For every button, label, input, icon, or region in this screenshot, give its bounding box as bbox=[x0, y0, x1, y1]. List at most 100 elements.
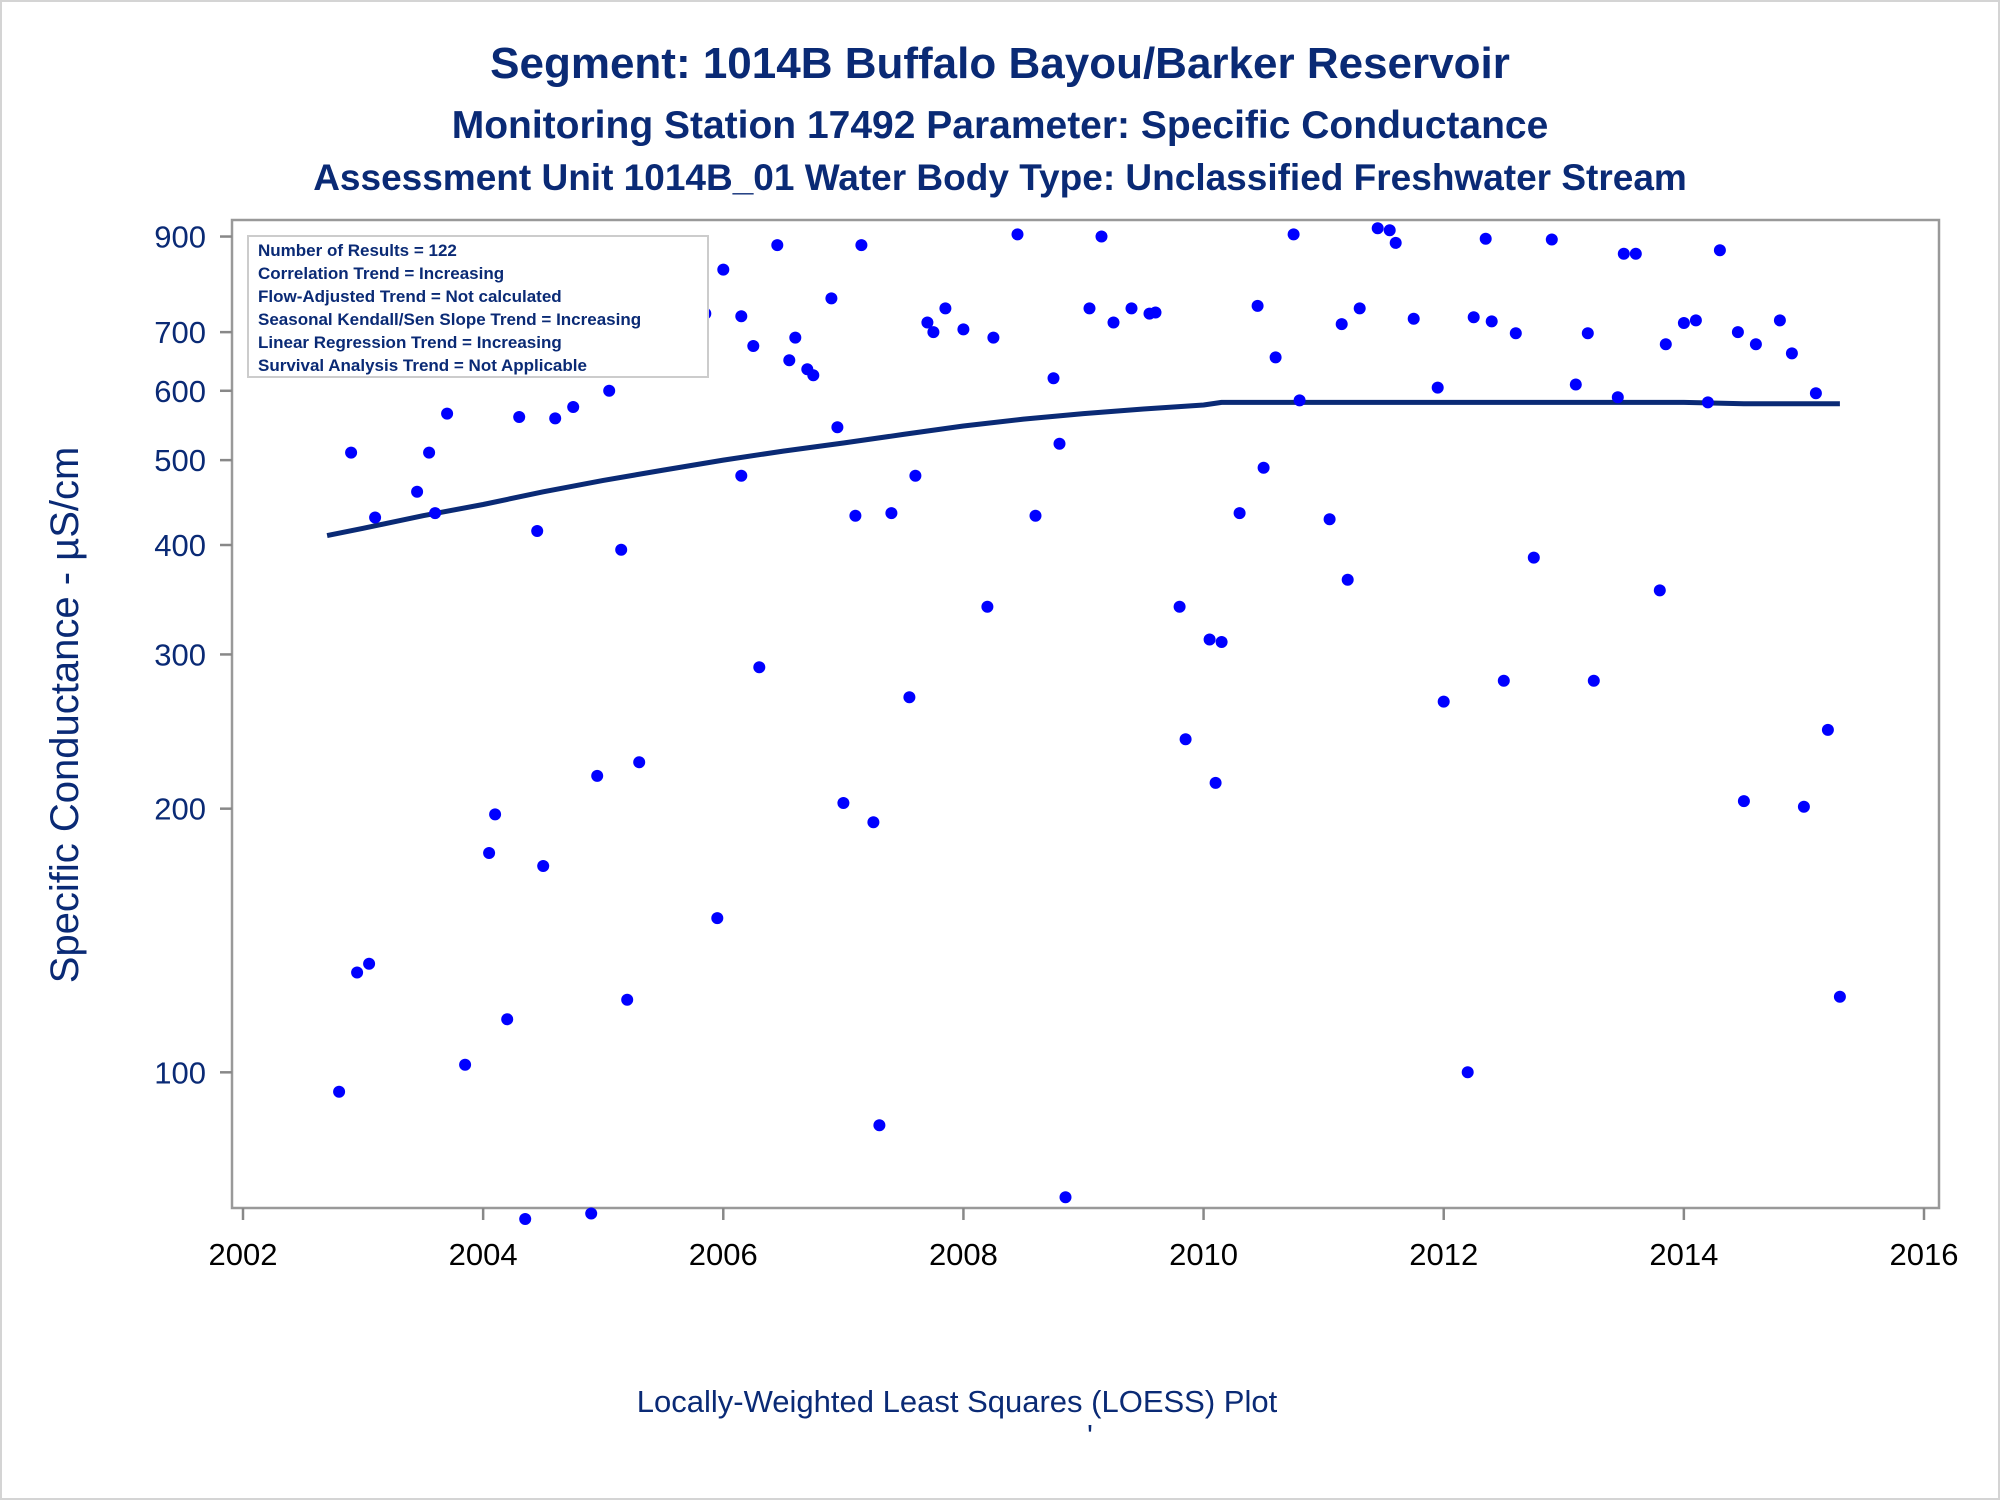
data-point bbox=[1384, 224, 1396, 236]
data-point bbox=[1462, 1066, 1474, 1078]
data-point bbox=[1480, 233, 1492, 245]
data-point bbox=[441, 408, 453, 420]
data-point bbox=[855, 239, 867, 251]
data-point bbox=[351, 967, 363, 979]
stats-legend-box: Number of Results = 122 Correlation Tren… bbox=[248, 236, 708, 377]
data-point bbox=[1234, 507, 1246, 519]
x-tick-label: 2008 bbox=[929, 1237, 998, 1272]
data-point bbox=[363, 958, 375, 970]
data-point bbox=[585, 1208, 597, 1220]
y-tick-label: 700 bbox=[154, 315, 206, 350]
chart-canvas: Segment: 1014B Buffalo Bayou/Barker Rese… bbox=[0, 0, 2000, 1500]
data-point bbox=[1774, 314, 1786, 326]
footnote-mark: ' bbox=[1087, 1418, 1093, 1453]
y-tick-label: 200 bbox=[154, 792, 206, 827]
data-point bbox=[1342, 574, 1354, 586]
x-tick-label: 2010 bbox=[1169, 1237, 1238, 1272]
data-point bbox=[1258, 462, 1270, 474]
data-point bbox=[1750, 338, 1762, 350]
data-point bbox=[1678, 317, 1690, 329]
data-point bbox=[1216, 636, 1228, 648]
data-point bbox=[1810, 387, 1822, 399]
data-point bbox=[603, 385, 615, 397]
data-point bbox=[1498, 675, 1510, 687]
data-point bbox=[867, 816, 879, 828]
data-point bbox=[489, 808, 501, 820]
data-point bbox=[615, 544, 627, 556]
data-point bbox=[987, 332, 999, 344]
data-point bbox=[1438, 696, 1450, 708]
data-point bbox=[873, 1119, 885, 1131]
stats-seasonal-kendall-trend: Seasonal Kendall/Sen Slope Trend = Incre… bbox=[258, 310, 641, 329]
data-point bbox=[747, 340, 759, 352]
data-point bbox=[513, 411, 525, 423]
data-point bbox=[1408, 313, 1420, 325]
data-point bbox=[1030, 510, 1042, 522]
data-point bbox=[849, 510, 861, 522]
data-point bbox=[1546, 234, 1558, 246]
data-point bbox=[903, 691, 915, 703]
data-point bbox=[1060, 1191, 1072, 1203]
data-point bbox=[1108, 317, 1120, 329]
data-point bbox=[1732, 326, 1744, 338]
data-point bbox=[909, 470, 921, 482]
data-point bbox=[423, 447, 435, 459]
data-point bbox=[519, 1213, 531, 1225]
data-point bbox=[1048, 372, 1060, 384]
data-point bbox=[1528, 552, 1540, 564]
data-point bbox=[621, 994, 633, 1006]
data-point bbox=[1738, 795, 1750, 807]
y-axis: 100 200 300 400 500 600 700 900 bbox=[154, 220, 232, 1091]
data-point bbox=[345, 447, 357, 459]
data-point bbox=[1288, 228, 1300, 240]
data-point bbox=[885, 507, 897, 519]
chart-footnote: Locally-Weighted Least Squares (LOESS) P… bbox=[637, 1384, 1278, 1419]
data-point bbox=[411, 486, 423, 498]
data-point bbox=[531, 525, 543, 537]
data-point bbox=[1372, 222, 1384, 234]
data-point bbox=[939, 302, 951, 314]
data-point bbox=[807, 369, 819, 381]
data-point bbox=[1582, 327, 1594, 339]
data-point bbox=[1690, 314, 1702, 326]
data-point bbox=[711, 912, 723, 924]
data-point bbox=[1270, 351, 1282, 363]
stats-results-count: Number of Results = 122 bbox=[258, 241, 457, 260]
data-point bbox=[1294, 394, 1306, 406]
stats-flow-adjusted-trend: Flow-Adjusted Trend = Not calculated bbox=[258, 287, 562, 306]
data-point bbox=[1786, 347, 1798, 359]
data-point bbox=[369, 512, 381, 524]
stats-linear-regression-trend: Linear Regression Trend = Increasing bbox=[258, 333, 562, 352]
data-point bbox=[1324, 513, 1336, 525]
data-point bbox=[567, 401, 579, 413]
x-tick-label: 2002 bbox=[209, 1237, 278, 1272]
data-point bbox=[1618, 248, 1630, 260]
y-tick-label: 100 bbox=[154, 1055, 206, 1090]
data-point bbox=[825, 292, 837, 304]
data-point bbox=[1660, 338, 1672, 350]
data-point bbox=[789, 332, 801, 344]
data-point bbox=[1588, 675, 1600, 687]
data-point bbox=[1612, 391, 1624, 403]
chart-title: Segment: 1014B Buffalo Bayou/Barker Rese… bbox=[490, 39, 1510, 88]
data-point bbox=[1096, 231, 1108, 243]
data-point bbox=[1834, 991, 1846, 1003]
stats-correlation-trend: Correlation Trend = Increasing bbox=[258, 264, 504, 283]
data-point bbox=[1204, 634, 1216, 646]
data-point bbox=[1012, 228, 1024, 240]
data-point bbox=[1174, 601, 1186, 613]
stats-survival-analysis-trend: Survival Analysis Trend = Not Applicable bbox=[258, 356, 587, 375]
data-point bbox=[753, 661, 765, 673]
x-tick-label: 2004 bbox=[449, 1237, 518, 1272]
data-point bbox=[1354, 302, 1366, 314]
data-point bbox=[1390, 237, 1402, 249]
data-point bbox=[717, 264, 729, 276]
data-point bbox=[1798, 801, 1810, 813]
data-point bbox=[1432, 382, 1444, 394]
data-point bbox=[633, 756, 645, 768]
x-tick-label: 2012 bbox=[1409, 1237, 1478, 1272]
chart-subtitle-station: Monitoring Station 17492 Parameter: Spec… bbox=[452, 104, 1549, 147]
data-point bbox=[1654, 584, 1666, 596]
data-point bbox=[429, 507, 441, 519]
data-point bbox=[501, 1013, 513, 1025]
